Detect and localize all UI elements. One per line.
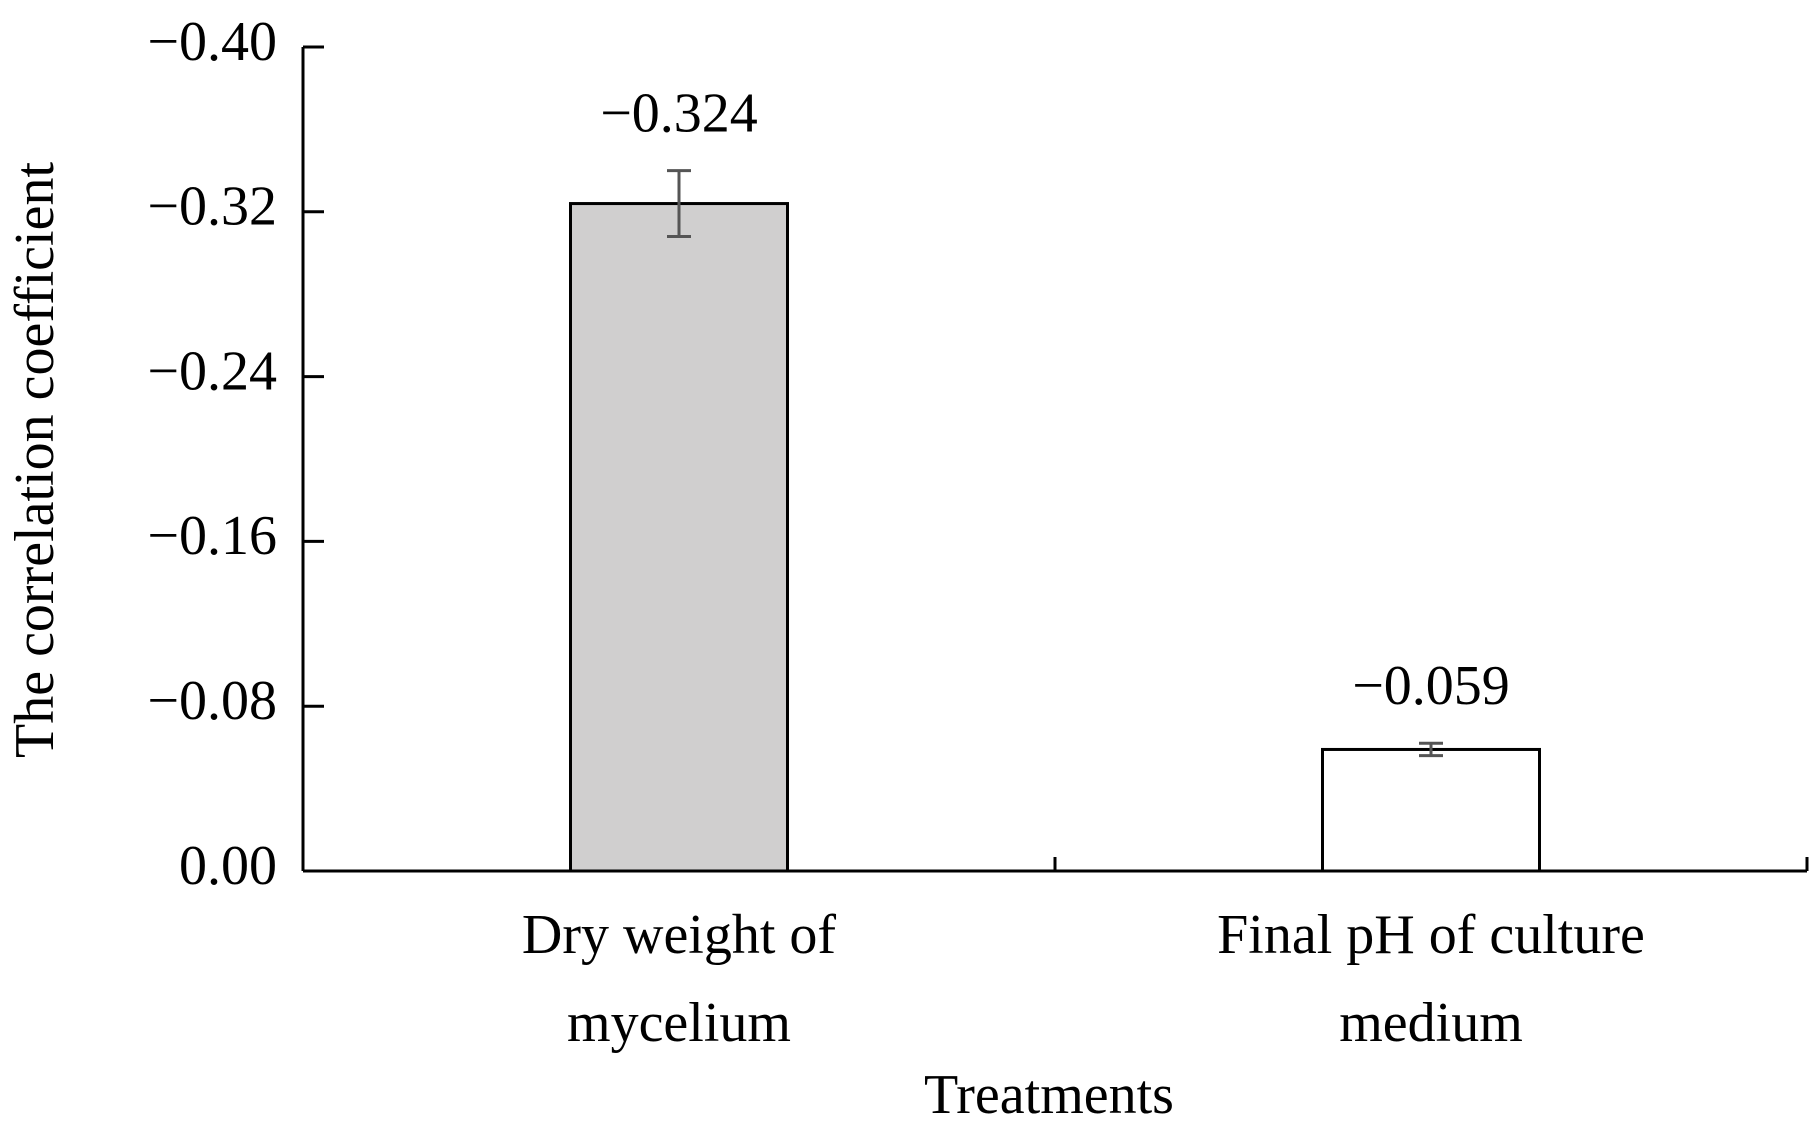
bar (1321, 747, 1541, 873)
y-tick-label: −0.32 (147, 176, 277, 238)
y-axis-label: The correlation coefficient (4, 162, 66, 758)
x-tick-label: Final pH of culture medium (1217, 904, 1645, 1054)
y-tick-label: −0.40 (147, 11, 277, 73)
bar (569, 202, 789, 873)
x-axis-label: Treatments (924, 1064, 1174, 1126)
value-label: −0.324 (600, 82, 758, 144)
x-tick-label: Dry weight of mycelium (521, 904, 837, 1054)
value-label: −0.059 (1352, 655, 1510, 717)
y-tick-label: −0.08 (147, 670, 277, 732)
y-tick-label: −0.16 (147, 505, 277, 567)
y-tick-label: −0.24 (147, 340, 277, 402)
y-tick-label: 0.00 (179, 835, 277, 897)
